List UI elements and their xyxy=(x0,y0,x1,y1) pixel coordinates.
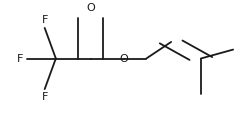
Text: O: O xyxy=(119,53,128,64)
Text: F: F xyxy=(41,15,48,25)
Text: F: F xyxy=(41,92,48,102)
Text: O: O xyxy=(86,3,94,13)
Text: F: F xyxy=(16,53,23,64)
